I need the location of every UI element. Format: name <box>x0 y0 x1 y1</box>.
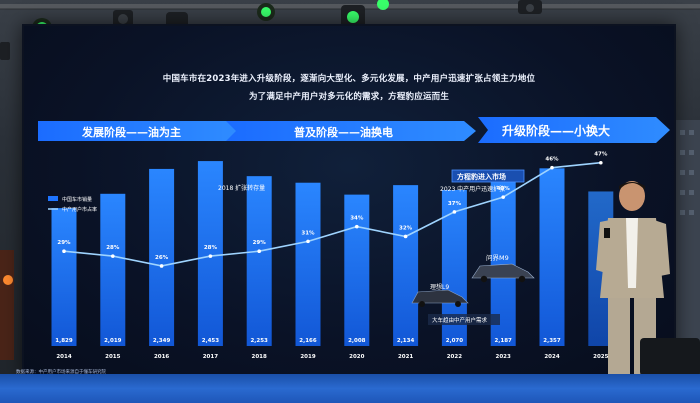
bar-2021 <box>393 185 419 346</box>
line-label-2018: 29% <box>253 240 267 246</box>
bar-2014 <box>51 208 77 346</box>
x-tick-2017: 2017 <box>203 354 218 360</box>
bar-label-2014: 1,829 <box>55 338 73 344</box>
line-label-2014: 29% <box>57 240 71 246</box>
bar-2020 <box>344 194 370 346</box>
annotation-entry-box <box>451 169 525 183</box>
stage-monitor-speaker <box>640 338 700 376</box>
stage-label-development: 发展阶段——油为主 <box>82 126 181 139</box>
stage-label-upgrade: 升级阶段——小换大 <box>502 124 611 138</box>
suv-caption-box <box>428 314 500 325</box>
x-tick-2023: 2023 <box>496 354 511 360</box>
bar-label-2024: 2,357 <box>543 338 561 344</box>
line-point-2023 <box>501 195 506 199</box>
line-label-2019: 31% <box>301 230 315 236</box>
bar-2017 <box>197 161 223 346</box>
bar-2016 <box>149 168 175 346</box>
bar-label-2016: 2,349 <box>153 338 171 344</box>
bar-2018 <box>246 176 272 346</box>
building-silhouette <box>676 120 700 350</box>
x-tick-2019: 2019 <box>300 354 315 360</box>
line-label-2025: 47% <box>594 152 608 158</box>
stage-band-popularization <box>226 121 476 141</box>
car-label-left: 理想L9 <box>430 283 449 291</box>
line-point-2021 <box>403 234 408 239</box>
line-label-2015: 28% <box>106 245 120 251</box>
bar-2015 <box>100 193 126 346</box>
x-tick-2015: 2015 <box>105 354 120 360</box>
stage-light-green-2 <box>257 3 275 21</box>
line-point-2014 <box>62 249 66 253</box>
line-point-2017 <box>208 254 213 258</box>
line-point-2024 <box>550 165 554 170</box>
source-note: 数据来源：中产用户市场来源自于懂车研究院 <box>16 370 106 375</box>
line-label-2017: 28% <box>204 245 218 251</box>
annotation-entry: 方程豹进入市场 <box>457 172 506 181</box>
suv-caption: 大车趋由中产用户需求 <box>432 316 488 324</box>
share-line <box>63 161 601 267</box>
line-point-2020 <box>355 224 359 229</box>
line-point-2015 <box>111 254 115 258</box>
x-tick-2021: 2021 <box>398 354 413 360</box>
line-point-2019 <box>306 239 310 244</box>
x-tick-2022: 2022 <box>447 354 462 360</box>
x-tick-2024: 2024 <box>544 354 559 360</box>
bar-label-2019: 2,166 <box>299 338 317 344</box>
stage-decoration-left <box>0 250 14 360</box>
x-tick-2016: 2016 <box>154 354 169 360</box>
bar-label-2018: 2,253 <box>250 338 268 344</box>
car-image-left <box>411 289 469 307</box>
x-tick-2014: 2014 <box>56 354 71 360</box>
line-label-2024: 46% <box>545 157 559 163</box>
x-tick-2025: 2025 <box>593 354 608 360</box>
line-label-2022: 37% <box>448 201 462 207</box>
bar-label-2020: 2,008 <box>348 338 366 344</box>
line-point-2018 <box>257 249 262 253</box>
annotation-middle-class: 2023 中产用户迅速扩张 <box>440 185 505 193</box>
line-label-2020: 34% <box>350 216 364 222</box>
headline-line-2: 为了满足中产用户对多元化的需求，方程豹应运而生 <box>248 92 450 102</box>
stage-light-3 <box>518 0 542 14</box>
legend-swatch-sales <box>48 196 58 201</box>
bar-label-2022: 2,070 <box>446 338 464 344</box>
stage-floor <box>0 374 700 403</box>
stage-label-popularization: 普及阶段——油换电 <box>294 126 393 139</box>
bar-2024 <box>539 168 565 346</box>
bar-label-2023: 2,187 <box>494 338 512 344</box>
car-image-right <box>471 263 535 283</box>
stage-light-4 <box>0 42 10 60</box>
bar-label-2017: 2,453 <box>202 338 220 344</box>
x-tick-2018: 2018 <box>252 354 267 360</box>
x-tick-2020: 2020 <box>349 354 364 360</box>
chart-legend: 中国车市销量 中产用户市占率 <box>48 196 97 213</box>
line-label-2016: 26% <box>155 255 169 261</box>
stage-band-development <box>38 121 238 141</box>
headline-line-1: 中国车市在2023年进入升级阶段，逐渐向大型化、多元化发展，中产用户迅速扩张占领… <box>162 74 536 84</box>
line-label-2021: 32% <box>399 225 413 231</box>
annotation-stock: 2018 扩张转存量 <box>218 184 265 192</box>
line-point-2016 <box>159 264 164 268</box>
line-label-2023: 40% <box>497 186 511 192</box>
stage-band-upgrade <box>478 117 670 143</box>
stage-light-green-4 <box>377 0 389 10</box>
car-label-right: 问界M9 <box>486 254 509 262</box>
line-point-2022 <box>452 210 457 214</box>
bar-label-2021: 2,134 <box>397 338 415 344</box>
bar-label-2015: 2,019 <box>104 338 122 344</box>
line-point-2025 <box>599 160 603 165</box>
stage-light-green-3 <box>341 5 365 29</box>
stage-light-1 <box>113 10 133 28</box>
legend-label-share: 中产用户市占率 <box>62 206 97 213</box>
bar-2019 <box>295 182 321 346</box>
legend-label-sales: 中国车市销量 <box>62 196 92 203</box>
